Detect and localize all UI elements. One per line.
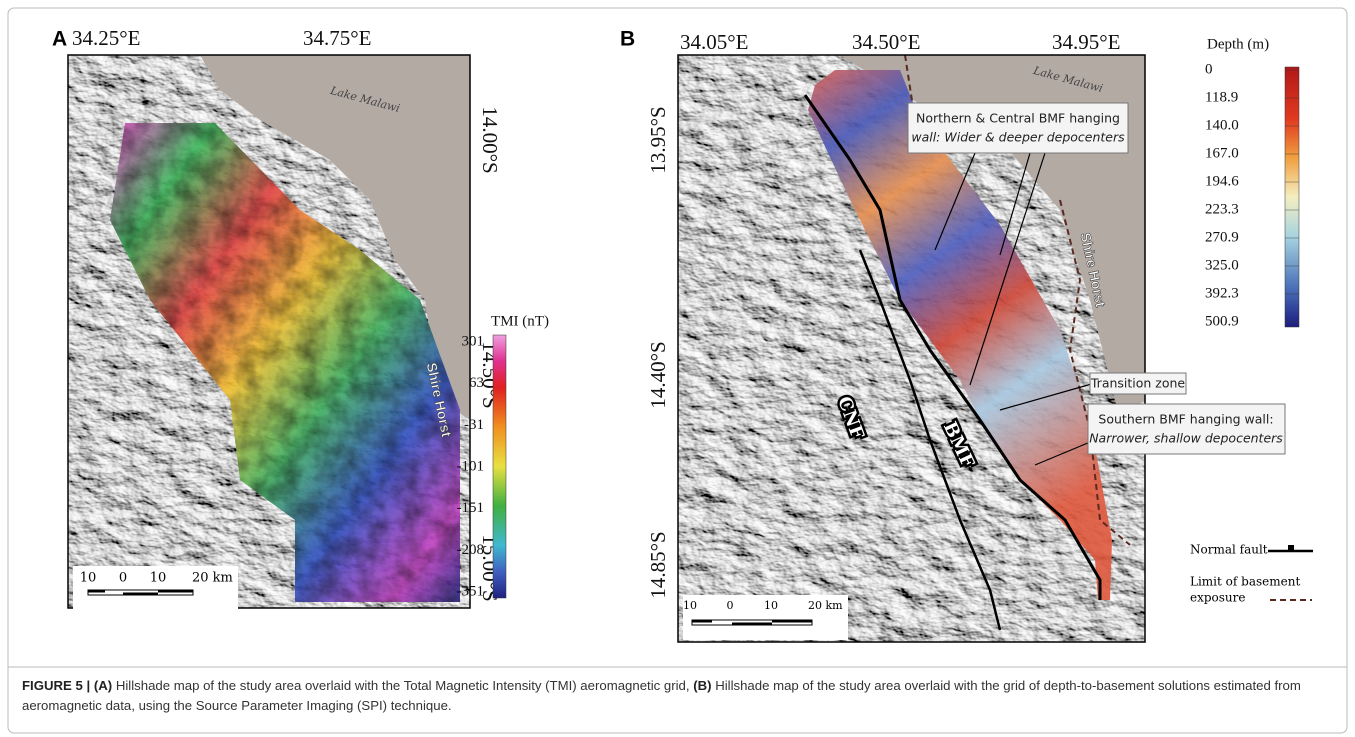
colorbar-tick-label: 500.9: [1205, 313, 1239, 329]
page: {"panel_a": {"label": "A", "lon_labels":…: [0, 0, 1355, 737]
lat-label: 14.00°S: [478, 106, 502, 173]
figure: A 34.25°E 34.75°E 14.00°S 14.50°S 15.00°…: [0, 0, 1355, 737]
colorbar-tick-label: -101: [457, 458, 485, 474]
colorbar-tick-label: -208: [457, 542, 485, 558]
lon-label: 34.25°E: [72, 26, 140, 50]
scale-bar: [88, 590, 193, 595]
colorbar-tick-label: -151: [457, 500, 485, 516]
legend-label: Normal fault: [1190, 543, 1268, 557]
scale-label: 10: [150, 571, 167, 586]
colorbar-tick-label: 301: [462, 333, 485, 349]
legend-label: Limit of basement: [1190, 575, 1300, 589]
lon-label: 34.95°E: [1052, 30, 1120, 54]
annotation: Narrower, shallow depocenters: [1089, 431, 1283, 446]
lat-label: 14.40°S: [646, 341, 670, 408]
scale-label: 20 km: [192, 571, 233, 586]
scale-label: 0: [119, 571, 127, 586]
annotation: wall: Wider & deeper depocenters: [911, 130, 1125, 145]
legend-fault-symbol: [1268, 545, 1313, 551]
colorbar-tick-label: 140.0: [1205, 117, 1239, 133]
colorbar-tick-label: 325.0: [1205, 257, 1239, 273]
caption-text: Hillshade map of the study area overlaid…: [116, 678, 690, 693]
lat-label: 13.95°S: [646, 106, 670, 173]
colorbar: [493, 335, 506, 598]
scale-bar: [692, 620, 812, 625]
lon-label: 34.50°E: [852, 30, 920, 54]
lon-label: 34.05°E: [680, 30, 748, 54]
panel-a: A 34.25°E 34.75°E 14.00°S 14.50°S 15.00°…: [52, 26, 549, 632]
caption-part-label: (A): [94, 678, 112, 693]
scale-label: 20 km: [808, 599, 843, 612]
colorbar-tick-label: 167.0: [1205, 145, 1239, 161]
scale-label: 10: [80, 571, 97, 586]
annotation: Northern & Central BMF hanging: [916, 111, 1120, 126]
colorbar: [1285, 67, 1299, 327]
annotation: Southern BMF hanging wall:: [1098, 412, 1273, 427]
colorbar-tick-label: 194.6: [1205, 173, 1239, 189]
panel-label: B: [620, 28, 635, 51]
caption: FIGURE 5 | (A) Hillshade map of the stud…: [22, 676, 1332, 716]
colorbar-tick-label: 63: [469, 375, 484, 391]
colorbar-tick-label: 0: [1205, 61, 1213, 77]
panel-label: A: [52, 28, 67, 51]
annotation: Transition zone: [1090, 376, 1186, 391]
colorbar-tick-label: -31: [464, 417, 484, 433]
colorbar-title: TMI (nT): [491, 313, 549, 329]
lat-label: 14.85°S: [646, 531, 670, 598]
scale-label: 10: [683, 599, 697, 612]
legend-label: exposure: [1190, 591, 1246, 605]
colorbar-tick-label: 118.9: [1205, 89, 1238, 105]
colorbar-tick-label: 270.9: [1205, 229, 1239, 245]
colorbar-tick-label: -351: [457, 583, 485, 599]
scale-label: 0: [727, 599, 734, 612]
colorbar-tick-label: 392.3: [1205, 285, 1239, 301]
scale-label: 10: [764, 599, 778, 612]
lon-label: 34.75°E: [303, 26, 371, 50]
colorbar-title: Depth (m): [1207, 36, 1269, 52]
colorbar-tick-label: 223.3: [1205, 201, 1239, 217]
caption-label: FIGURE 5 |: [22, 678, 90, 693]
panel-b: B 34.05°E 34.50°E 34.95°E 13.95°S 14.40°…: [620, 28, 1313, 642]
caption-part-label: (B): [693, 678, 711, 693]
